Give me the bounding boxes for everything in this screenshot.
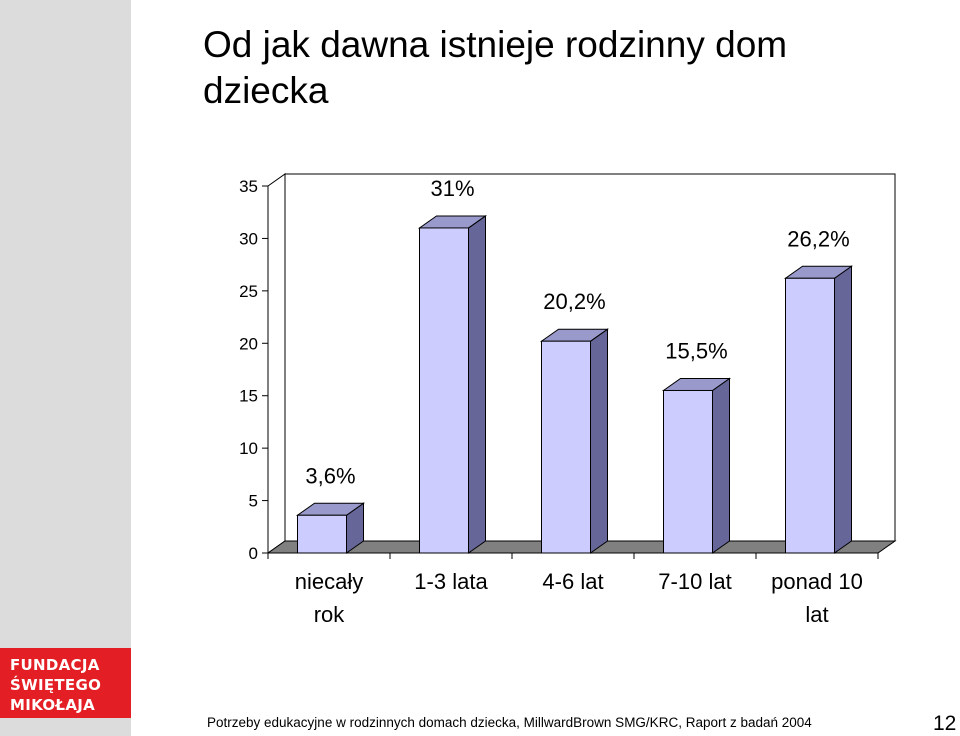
bar-4 bbox=[661, 377, 732, 554]
y-tick-label: 35 bbox=[239, 177, 258, 196]
y-tick-label: 30 bbox=[239, 229, 258, 248]
data-label: 3,6% bbox=[305, 463, 355, 488]
left-sidebar bbox=[0, 0, 131, 736]
bar-front bbox=[297, 514, 347, 554]
foundation-logo: FUNDACJA ŚWIĘTEGO MIKOŁAJA bbox=[0, 648, 131, 718]
chart-side-wall bbox=[267, 173, 286, 554]
data-label: 15,5% bbox=[665, 338, 727, 363]
category-label-line: lat bbox=[805, 602, 828, 627]
category-label-line: 4-6 lat bbox=[542, 569, 603, 594]
category-label-line: niecały bbox=[295, 569, 363, 594]
y-tick-label: 15 bbox=[239, 387, 258, 406]
data-label: 26,2% bbox=[787, 226, 849, 251]
category-label-line: ponad 10 bbox=[771, 569, 863, 594]
data-label: 31% bbox=[430, 176, 474, 201]
category-label: 7-10 lat bbox=[658, 569, 731, 594]
bar-front bbox=[785, 277, 835, 554]
bar-front bbox=[419, 227, 469, 554]
category-label: 1-3 lata bbox=[414, 569, 488, 594]
bar-2 bbox=[417, 214, 488, 554]
bar-front bbox=[541, 340, 591, 554]
bar-5 bbox=[783, 265, 854, 554]
source-footer: Potrzeby edukacyjne w rodzinnych domach … bbox=[207, 715, 812, 730]
bar-1 bbox=[295, 502, 366, 554]
data-label: 20,2% bbox=[543, 289, 605, 314]
bar-side bbox=[468, 214, 486, 554]
category-label: 4-6 lat bbox=[542, 569, 603, 594]
y-tick-label: 5 bbox=[249, 492, 258, 511]
bar-side bbox=[590, 328, 608, 554]
bar-side bbox=[712, 377, 730, 554]
logo-line-2: ŚWIĘTEGO bbox=[10, 676, 102, 694]
slide-title: Od jak dawna istnieje rodzinny dom dziec… bbox=[203, 24, 788, 111]
page-number: 12 bbox=[933, 712, 957, 735]
y-tick-label: 20 bbox=[239, 334, 258, 353]
bar-front bbox=[663, 389, 713, 554]
category-label-line: 7-10 lat bbox=[658, 569, 731, 594]
logo-line-3: MIKOŁAJA bbox=[10, 696, 96, 714]
bar-side bbox=[834, 265, 852, 554]
y-tick-label: 0 bbox=[249, 544, 258, 563]
bar-3 bbox=[539, 328, 610, 554]
y-tick-label: 10 bbox=[239, 439, 258, 458]
y-tick-label: 25 bbox=[239, 282, 258, 301]
category-label: ponad 10 lat bbox=[771, 569, 863, 627]
category-label-line: 1-3 lata bbox=[414, 569, 488, 594]
logo-line-1: FUNDACJA bbox=[10, 656, 100, 674]
category-label: niecały rok bbox=[295, 569, 363, 627]
category-label-line: rok bbox=[314, 602, 346, 627]
